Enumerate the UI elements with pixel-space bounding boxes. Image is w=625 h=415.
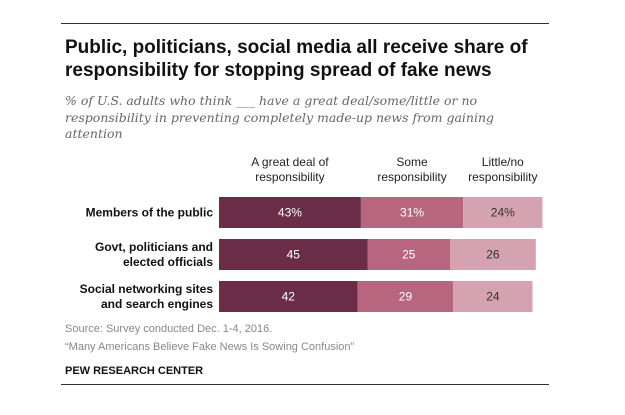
bar-segment xyxy=(453,281,533,312)
bar-segment xyxy=(463,197,543,228)
data-label: 43% xyxy=(278,206,302,220)
data-label: 42 xyxy=(282,290,296,304)
bar-segment xyxy=(219,197,361,228)
bar-segment xyxy=(367,239,450,270)
top-rule xyxy=(61,23,549,24)
bar-segment xyxy=(357,281,454,312)
chart-title: Public, politicians, social media all re… xyxy=(65,37,528,81)
bar-segment xyxy=(450,239,536,270)
bar-segment xyxy=(219,239,368,270)
data-label: 45 xyxy=(287,248,301,262)
data-label: 26 xyxy=(486,248,500,262)
report-title: “Many Americans Believe Fake News Is Sow… xyxy=(65,341,355,353)
data-label: 29 xyxy=(399,290,413,304)
bottom-rule xyxy=(61,384,549,385)
pew-logo-text: PEW RESEARCH CENTER xyxy=(65,365,204,377)
category-label-0: Members of the public xyxy=(86,206,214,220)
series-header-2: Little/no responsibility xyxy=(468,155,537,184)
data-label: 24% xyxy=(491,206,515,220)
category-label-2: Social networking sites and search engine… xyxy=(80,282,214,311)
chart-subtitle: % of U.S. adults who think ___ have a gr… xyxy=(65,93,495,141)
data-label: 31% xyxy=(400,206,424,220)
data-label: 24 xyxy=(486,290,500,304)
source-note: Source: Survey conducted Dec. 1-4, 2016. xyxy=(65,323,273,335)
stacked-bar-chart: A great deal of responsibility Some respons… xyxy=(80,155,543,312)
series-header-0: A great deal of responsibility xyxy=(251,155,329,184)
bar-segment xyxy=(360,197,464,228)
bar-segment xyxy=(219,281,358,312)
data-label: 25 xyxy=(402,248,416,262)
category-label-1: Govt, politicians and elected officials xyxy=(95,240,213,269)
series-header-1: Some responsibility xyxy=(377,155,446,184)
